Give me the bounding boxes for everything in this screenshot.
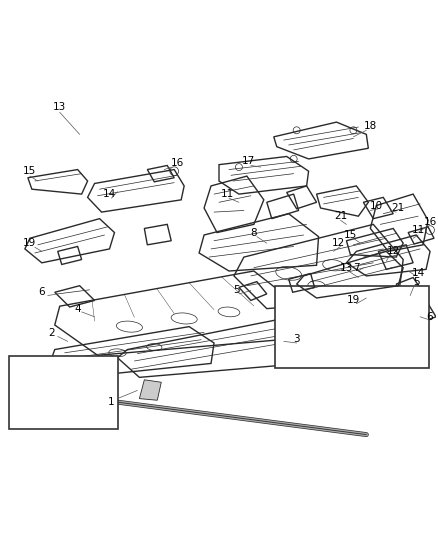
Text: 19: 19 bbox=[23, 238, 36, 248]
Text: 14: 14 bbox=[103, 189, 116, 199]
Text: 17: 17 bbox=[242, 156, 255, 166]
Text: 5: 5 bbox=[233, 285, 240, 295]
Text: 4: 4 bbox=[74, 304, 81, 313]
Text: 2: 2 bbox=[49, 328, 55, 338]
Text: 6: 6 bbox=[39, 287, 45, 297]
Text: 7: 7 bbox=[353, 263, 360, 273]
Text: 8: 8 bbox=[251, 228, 257, 238]
Bar bbox=[9, 356, 118, 429]
Text: 10: 10 bbox=[370, 200, 383, 211]
Text: 13: 13 bbox=[340, 263, 353, 273]
Text: 11: 11 bbox=[220, 189, 233, 199]
Text: 19: 19 bbox=[347, 295, 360, 305]
Text: 12: 12 bbox=[387, 246, 400, 256]
Text: 11: 11 bbox=[411, 225, 425, 235]
Text: 21: 21 bbox=[392, 203, 405, 213]
Text: 15: 15 bbox=[23, 166, 36, 176]
Text: 15: 15 bbox=[344, 230, 357, 240]
Text: 16: 16 bbox=[170, 158, 184, 168]
Text: 1: 1 bbox=[108, 397, 115, 407]
Ellipse shape bbox=[73, 389, 82, 402]
Text: 18: 18 bbox=[364, 121, 377, 131]
Text: 21: 21 bbox=[334, 211, 347, 221]
Text: 12: 12 bbox=[332, 238, 345, 248]
Text: 16: 16 bbox=[424, 217, 437, 227]
Polygon shape bbox=[139, 380, 161, 400]
Text: 13: 13 bbox=[53, 102, 66, 112]
Text: 5: 5 bbox=[413, 277, 420, 287]
Bar bbox=[275, 286, 430, 368]
Text: 6: 6 bbox=[427, 312, 433, 322]
Text: 14: 14 bbox=[411, 269, 425, 278]
Text: 3: 3 bbox=[293, 334, 300, 344]
